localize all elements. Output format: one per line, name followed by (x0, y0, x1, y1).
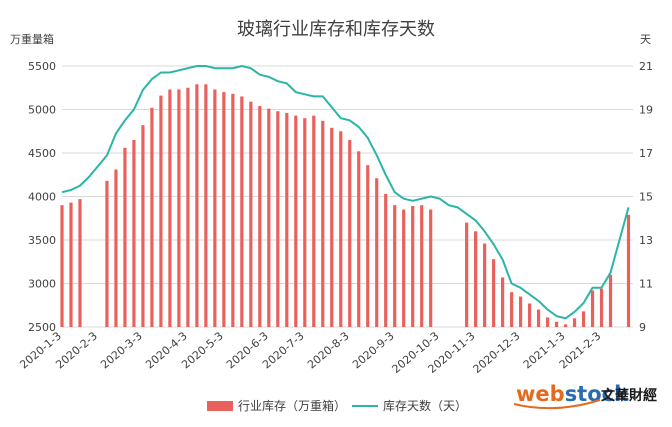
x-tick-label: 2020-12-3 (471, 329, 523, 376)
inventory-bar (545, 317, 550, 327)
inventory-bar (518, 296, 523, 327)
inventory-bar (150, 107, 154, 327)
inventory-bar (312, 115, 316, 327)
inventory-bar (267, 108, 271, 327)
right-tick-label: 17 (639, 147, 653, 160)
inventory-bar (204, 84, 208, 328)
right-tick-label: 13 (639, 234, 653, 247)
watermark-text: 文華財經 (601, 387, 657, 404)
svg-text:webstock: webstock (516, 382, 629, 406)
gridlines (62, 65, 633, 328)
inventory-bar (159, 95, 163, 327)
inventory-bar (177, 89, 181, 328)
legend-label-bar: 行业库存（万重箱） (238, 398, 346, 413)
inventory-bar (536, 309, 541, 327)
inventory-bar (114, 169, 118, 327)
left-tick-label: 4500 (28, 147, 56, 160)
inventory-bar (276, 111, 280, 328)
inventory-bar (231, 93, 235, 327)
inventory-bar (384, 193, 388, 327)
inventory-bar (222, 92, 226, 327)
inventory-bar (572, 318, 577, 327)
left-tick-label: 5500 (28, 60, 56, 73)
inventory-bar (195, 84, 199, 328)
inventory-bar (474, 231, 478, 327)
legend-swatch-bar (207, 401, 233, 411)
inventory-bars (60, 84, 631, 328)
inventory-bar (240, 96, 244, 327)
inventory-bar (429, 209, 433, 327)
inventory-bar (492, 259, 496, 327)
inventory-bar (465, 222, 469, 327)
inventory-bar (330, 127, 334, 328)
inventory-bar (366, 165, 370, 327)
left-tick-label: 5000 (28, 104, 56, 117)
inventory-bar (501, 277, 505, 327)
inventory-bar (527, 303, 532, 327)
inventory-bar (411, 206, 415, 327)
right-tick-label: 15 (639, 191, 653, 204)
right-tick-label: 21 (639, 60, 653, 73)
inventory-bar (132, 139, 136, 327)
watermark-logo: webstock 文華財經 (513, 382, 657, 410)
inventory-bar (554, 321, 559, 327)
inventory-bar (168, 89, 172, 328)
left-tick-label: 2500 (28, 321, 56, 334)
inventory-bar (213, 89, 217, 328)
inventory-bar (303, 118, 307, 327)
inventory-bar (393, 205, 397, 327)
inventory-bar (78, 199, 82, 327)
inventory-bar (510, 292, 514, 327)
inventory-days-line-group (61, 65, 630, 320)
inventory-bar (186, 87, 190, 327)
inventory-bar (599, 288, 604, 327)
inventory-bar (348, 139, 352, 327)
legend-label-line: 库存天数（天） (383, 398, 467, 413)
right-tick-label: 9 (639, 321, 646, 334)
right-tick-label: 11 (639, 278, 653, 291)
left-tick-label: 4000 (28, 191, 56, 204)
inventory-bar (581, 311, 586, 327)
left-tick-label: 3500 (28, 234, 56, 247)
right-axis-ticks: 9 11 13 15 17 19 21 (639, 60, 653, 334)
x-axis-ticks: 2020-1-32020-2-32020-3-32020-4-32020-5-3… (17, 329, 603, 376)
right-axis-unit: 天 (640, 33, 651, 46)
left-axis-unit: 万重量箱 (10, 32, 54, 46)
inventory-bar (123, 147, 127, 327)
inventory-bar (357, 151, 361, 327)
legend: 行业库存（万重箱） 库存天数（天） (207, 398, 467, 413)
right-tick-label: 19 (639, 104, 653, 117)
inventory-bar (590, 290, 595, 327)
inventory-bar (420, 205, 424, 327)
inventory-bar (563, 324, 568, 327)
x-tick-label: 2020-3-3 (98, 329, 145, 371)
inventory-bar (608, 274, 613, 327)
inventory-bar (249, 101, 253, 327)
inventory-bar (105, 180, 109, 327)
inventory-bar (285, 112, 289, 327)
inventory-bar (294, 115, 298, 327)
inventory-bar (375, 178, 379, 327)
inventory-bar (60, 205, 64, 327)
chart-title: 玻璃行业库存和库存天数 (237, 19, 435, 40)
inventory-bar (258, 106, 262, 328)
inventory-bar (321, 120, 325, 327)
left-tick-label: 3000 (28, 278, 56, 291)
inventory-bar (339, 131, 343, 327)
inventory-bar (402, 209, 406, 327)
inventory-bar (483, 243, 487, 327)
inventory-days-line (61, 65, 630, 320)
left-axis-ticks: 2500 3000 3500 4000 4500 5000 5500 (28, 60, 56, 334)
inventory-bar (141, 125, 145, 327)
inventory-bar (626, 214, 631, 327)
inventory-bar (69, 202, 73, 327)
x-tick-label: 2020-8-3 (305, 329, 352, 371)
